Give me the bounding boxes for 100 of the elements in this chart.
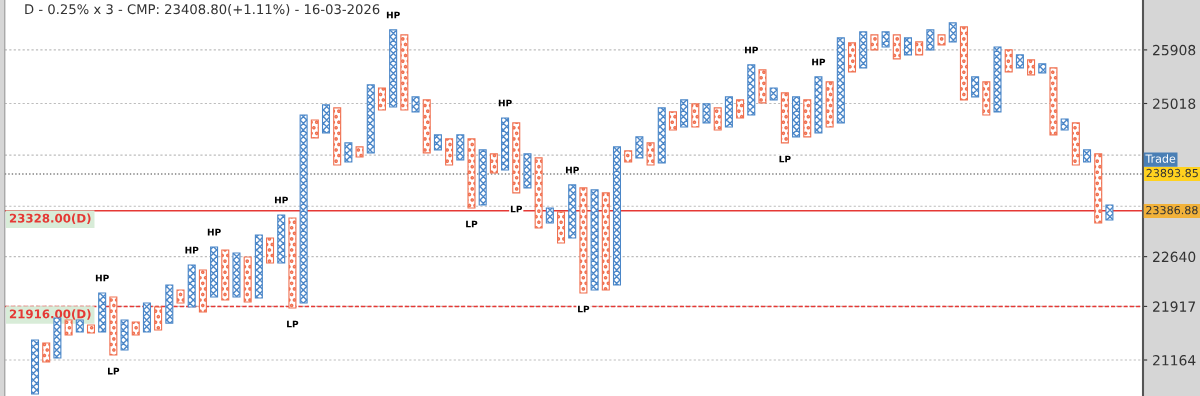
bar [836,37,845,124]
data-label: LP [779,155,791,163]
bar [870,34,879,51]
bar [948,22,957,43]
bar [221,249,230,301]
bar [814,76,823,134]
bar [982,81,991,116]
bar [176,289,185,304]
bar [243,256,252,303]
bar [825,81,834,128]
bar [557,211,566,244]
bar [299,114,308,304]
bar [411,96,420,113]
bar [377,87,386,111]
data-label: HP [812,58,826,66]
bar [187,264,196,308]
data-label: HP [565,166,579,174]
bar [75,319,84,333]
bar [232,252,241,298]
bar [445,138,454,166]
bar [534,157,543,229]
data-label: HP [207,228,221,236]
data-label: HP [498,99,512,107]
data-label: LP [510,205,523,213]
bar [892,34,901,60]
bar [915,41,924,56]
bar [333,107,342,166]
bar [64,319,73,336]
ref-line-label: 21916.00(D) [9,309,91,320]
data-label: LP [466,220,478,228]
bar [1071,122,1080,166]
chart-title: D - 0.25% x 3 - CMP: 23408.80(+1.11%) - 16-03-2026 [25,3,380,16]
bar [109,296,118,356]
bar [1038,63,1047,74]
bar [612,146,622,286]
bar [30,339,40,395]
bar [210,246,219,298]
data-label: LP [287,320,299,328]
bar [959,26,968,101]
ref-line-label: 23893.85 [1146,168,1198,178]
bar [154,306,163,331]
y-tick-label: 21164 [1153,354,1196,366]
bar [713,107,722,131]
bar [400,34,409,111]
bar [1105,204,1114,221]
bar [1004,49,1013,73]
bar [1094,153,1103,224]
bar [668,111,677,131]
bar [142,302,151,333]
bar [758,69,767,104]
bar [635,136,644,159]
bar [724,96,733,128]
data-label: HP [274,196,288,204]
bar [937,34,946,46]
bar [1015,54,1024,69]
bar [1027,59,1036,76]
bar [456,134,465,161]
bar [691,103,700,128]
y-tick-label: 25018 [1153,98,1196,109]
bar [601,192,610,291]
bar [792,96,801,138]
bar [926,29,935,51]
bar [467,138,476,209]
bar [545,207,554,224]
bar [702,103,711,124]
data-label: HP [95,274,109,282]
bar [131,321,140,336]
bar [98,292,107,333]
bar [993,46,1002,113]
data-label: HP [386,11,400,19]
bar [433,134,442,151]
bar [780,92,789,144]
bar [512,122,521,194]
bar [859,31,868,69]
bar [624,150,633,163]
bar [736,99,745,119]
bar [198,269,207,313]
y-tick-label: 25908 [1153,44,1196,56]
bar [590,189,599,291]
bar [266,237,275,264]
bar [389,29,398,108]
bar [903,37,912,56]
bar [881,31,890,48]
bar [422,99,431,154]
bar [847,42,857,73]
data-label: HP [185,246,199,254]
bar [120,319,129,351]
bar [1049,67,1058,136]
data-label: LP [578,305,590,313]
bar [366,84,375,154]
bar [344,142,353,163]
bar [1083,149,1092,163]
bar [971,76,980,98]
bar [86,324,96,334]
bar [1060,118,1069,131]
bar [355,146,364,158]
bar [277,214,286,264]
bar [254,234,263,299]
data-label: LP [108,367,120,375]
bar [489,153,498,174]
